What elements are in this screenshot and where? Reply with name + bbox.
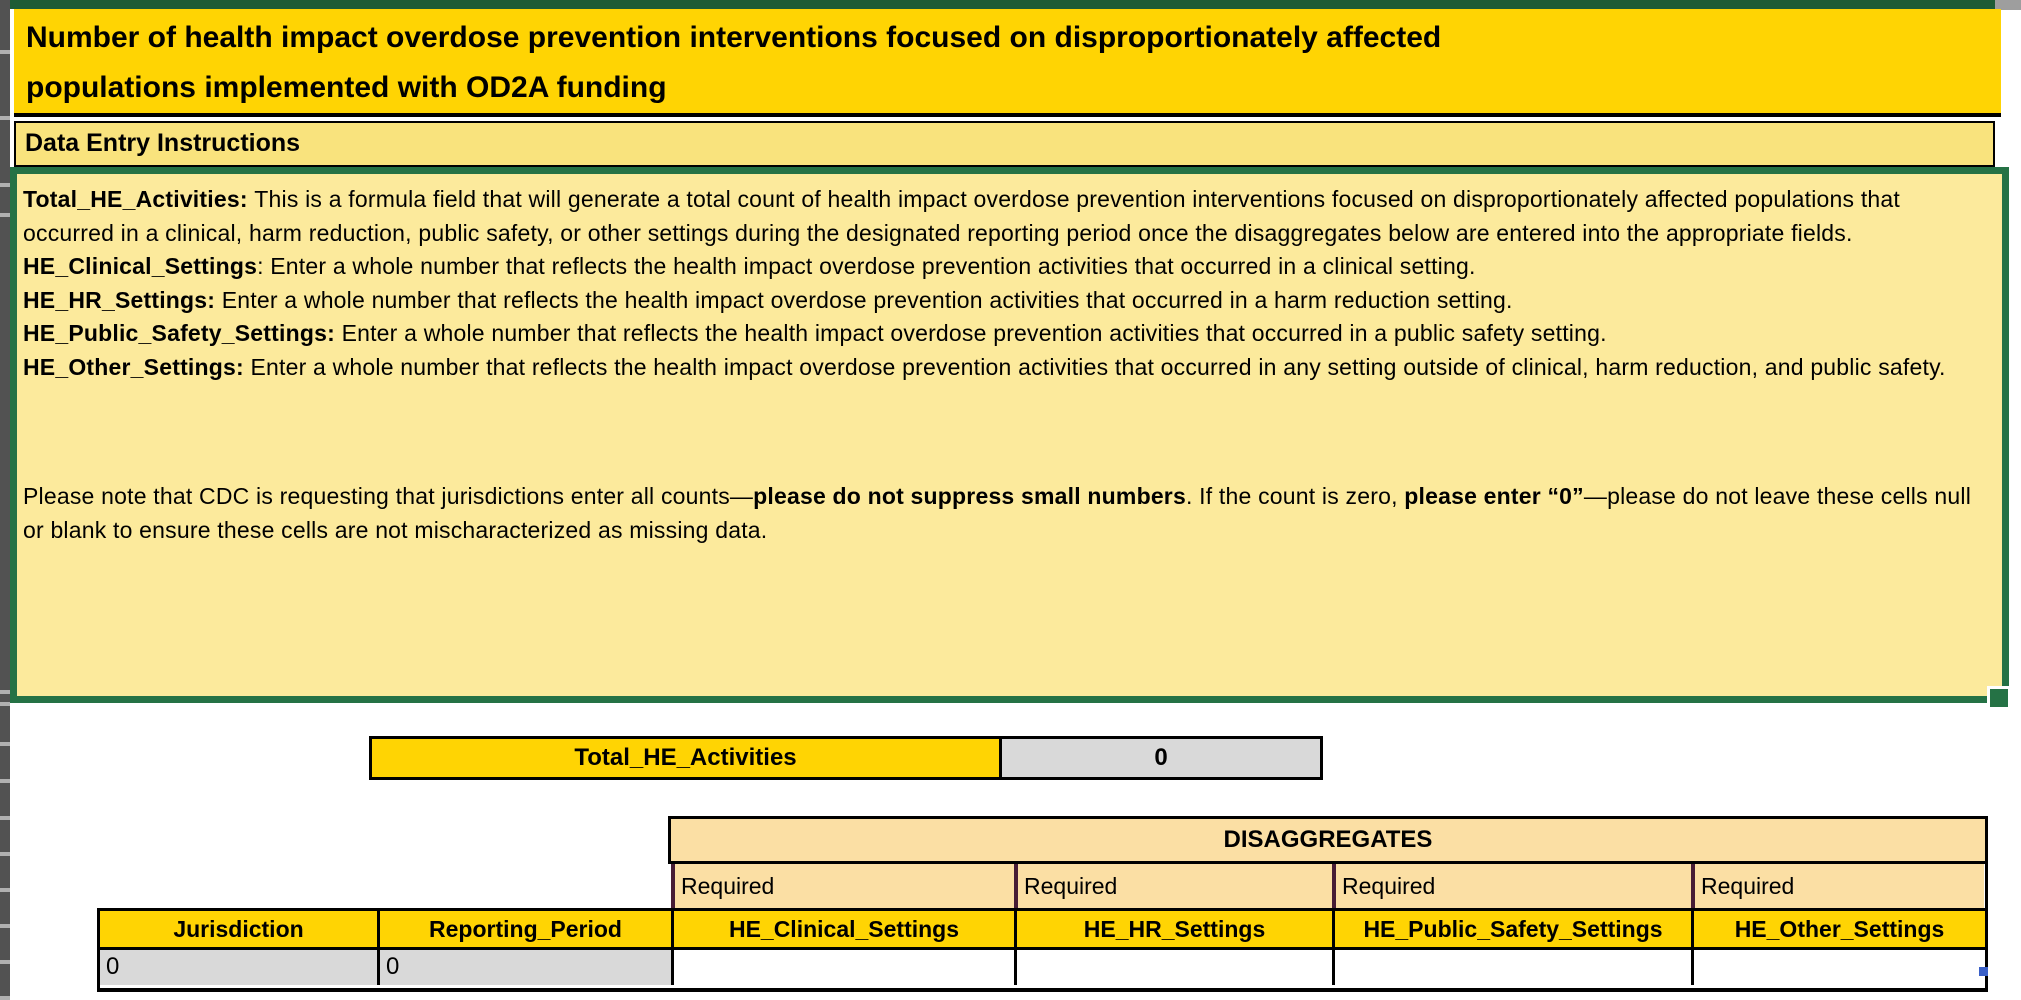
column-header-he-public-safety-settings: HE_Public_Safety_Settings [1335,911,1694,947]
row-divider [0,996,10,1000]
page-title-line1: Number of health impact overdose prevent… [26,21,1442,54]
cell-reporting-period[interactable]: 0 [380,950,674,985]
row-divider [0,852,10,856]
required-label-clinical: Required [671,864,1014,908]
total-he-activities-value[interactable]: 0 [1002,736,1323,780]
required-label-hr: Required [1014,864,1332,908]
row-divider [0,702,10,706]
cell-corner-flag [1979,967,1988,976]
cell-he-hr-settings[interactable] [1017,950,1335,985]
row-divider [0,183,10,187]
required-label-other: Required [1691,864,1984,908]
row-divider [0,816,10,820]
column-header-reporting-period: Reporting_Period [380,911,674,947]
row-divider [0,50,10,54]
row-divider [0,690,10,694]
table-row: 0 0 [97,950,1988,992]
row-header-strip[interactable] [0,0,10,1000]
instructions-header: Data Entry Instructions [14,121,1995,167]
pane-split-bar [10,0,2001,9]
row-divider [0,213,10,217]
column-header-he-clinical-settings: HE_Clinical_Settings [674,911,1017,947]
column-header-he-hr-settings: HE_HR_Settings [1017,911,1335,947]
cell-he-clinical-settings[interactable] [674,950,1017,985]
row-divider [0,779,10,783]
row-divider [0,924,10,928]
table-header-row: Jurisdiction Reporting_Period HE_Clinica… [97,908,1988,950]
column-header-jurisdiction: Jurisdiction [100,911,380,947]
column-header-he-other-settings: HE_Other_Settings [1694,911,1985,947]
instructions-text: Total_HE_Activities: This is a formula f… [23,186,1972,543]
page-title: Number of health impact overdose prevent… [14,9,2001,117]
row-divider [0,960,10,964]
scrollbar-corner [1995,0,2021,10]
instructions-cell[interactable]: Total_HE_Activities: This is a formula f… [10,167,2009,703]
row-divider [0,742,10,746]
row-divider [0,116,10,120]
page-title-line2: populations implemented with OD2A fundin… [26,71,667,104]
required-label-public-safety: Required [1332,864,1691,908]
total-he-activities-label: Total_HE_Activities [369,736,1002,780]
required-row: Required Required Required Required [671,864,1988,908]
selection-fill-handle[interactable] [1990,689,2008,707]
cell-he-other-settings[interactable] [1694,950,1985,985]
cell-jurisdiction[interactable]: 0 [100,950,380,985]
disaggregates-header: DISAGGREGATES [668,816,1988,864]
row-divider [0,888,10,892]
cell-he-public-safety-settings[interactable] [1335,950,1694,985]
